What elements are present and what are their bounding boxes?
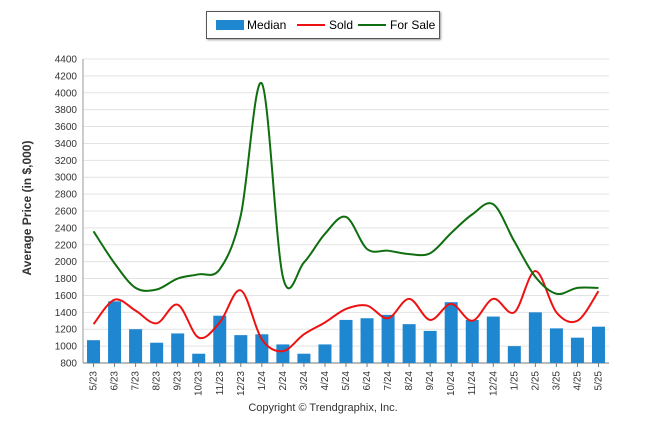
bar-median	[150, 342, 164, 363]
x-tick-label: 9/23	[173, 371, 184, 391]
bar-median	[486, 316, 500, 363]
bar-median	[129, 329, 143, 363]
y-tick-label: 2800	[55, 190, 78, 201]
bar-median	[276, 344, 290, 363]
x-tick-label: 5/24	[341, 371, 352, 391]
bar-median	[108, 301, 122, 363]
y-tick-label: 2200	[55, 240, 78, 251]
x-tick-label: 12/24	[488, 371, 499, 396]
bar-median	[192, 353, 206, 363]
x-tick-label: 8/23	[152, 371, 163, 391]
y-tick-label: 3400	[55, 139, 78, 150]
bar-median	[444, 302, 458, 363]
x-tick-label: 7/24	[383, 371, 394, 391]
x-tick-label: 8/24	[404, 371, 415, 391]
x-tick-label: 11/23	[215, 371, 226, 396]
y-axis-label: Average Price (in $,000)	[20, 140, 34, 276]
bar-median	[234, 335, 248, 363]
x-tick-label: 3/25	[551, 371, 562, 391]
x-tick-label: 6/23	[110, 371, 121, 391]
legend-forsale-label: For Sale	[390, 18, 436, 32]
bar-median	[570, 337, 584, 363]
x-tick-label: 4/24	[320, 371, 331, 391]
y-tick-label: 4000	[55, 88, 78, 99]
legend-median-swatch	[216, 20, 244, 30]
x-tick-label: 5/23	[89, 371, 100, 391]
x-tick-label: 10/23	[194, 371, 205, 396]
y-tick-label: 2400	[55, 223, 78, 234]
x-tick-label: 2/24	[278, 371, 289, 391]
y-tick-label: 3000	[55, 173, 78, 184]
y-tick-label: 1600	[55, 291, 78, 302]
bar-median	[339, 319, 353, 363]
bar-median	[171, 333, 185, 363]
bar-median	[402, 324, 416, 363]
y-tick-label: 1400	[55, 308, 78, 319]
y-tick-label: 3200	[55, 156, 78, 167]
legend-forsale-swatch	[358, 24, 386, 26]
y-tick-label: 3800	[55, 105, 78, 116]
bar-median	[318, 344, 332, 363]
x-tick-label: 3/24	[299, 371, 310, 391]
legend-sold-label: Sold	[329, 18, 354, 32]
legend-sold-swatch	[297, 24, 325, 26]
y-tick-label: 4200	[55, 71, 78, 82]
sold-line	[92, 269, 600, 353]
bar-median	[549, 328, 563, 363]
x-tick-label: 7/23	[131, 371, 142, 391]
bar-median	[507, 346, 521, 363]
y-tick-label: 4400	[55, 55, 78, 66]
bar-median	[360, 318, 374, 363]
bar-median	[423, 330, 437, 363]
bar-median	[381, 314, 395, 363]
bar-median	[255, 334, 269, 363]
bar-median	[465, 319, 479, 363]
y-tick-label: 1000	[55, 342, 78, 353]
copyright-footer: Copyright © Trendgraphix, Inc.	[248, 402, 398, 414]
bar-median	[591, 326, 605, 363]
x-tick-label: 12/23	[236, 371, 247, 396]
y-tick-label: 3600	[55, 122, 78, 133]
legend-median-label: Median	[247, 18, 287, 32]
y-tick-label: 1200	[55, 325, 78, 336]
y-tick-label: 2600	[55, 207, 78, 218]
y-tick-label: 1800	[55, 274, 78, 285]
legend: Median Sold For Sale	[206, 11, 440, 39]
x-tick-label: 1/25	[509, 371, 520, 391]
y-tick-label: 2000	[55, 257, 78, 268]
x-tick-label: 2/25	[530, 371, 541, 391]
bar-median	[297, 353, 311, 363]
x-tick-label: 11/24	[467, 371, 478, 396]
y-tick-label: 800	[60, 359, 77, 370]
bar-median	[528, 312, 542, 363]
x-tick-label: 10/24	[446, 371, 457, 396]
x-tick-label: 6/24	[362, 371, 373, 391]
x-tick-label: 9/24	[425, 371, 436, 391]
for-sale-line	[92, 82, 599, 296]
x-tick-label: 5/25	[593, 371, 604, 391]
x-tick-label: 1/24	[257, 371, 268, 391]
bar-median	[87, 340, 101, 363]
x-tick-label: 4/25	[572, 371, 583, 391]
